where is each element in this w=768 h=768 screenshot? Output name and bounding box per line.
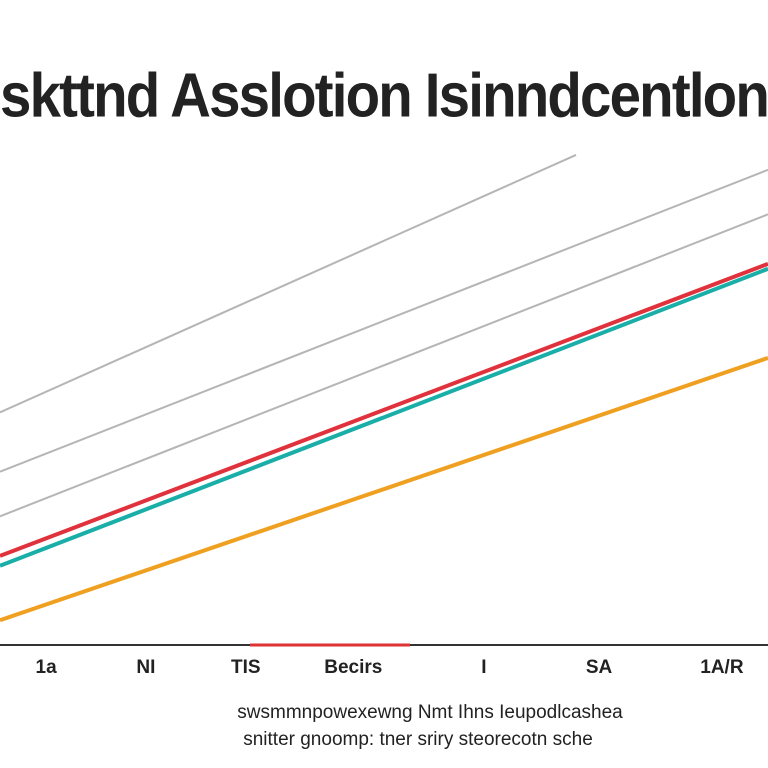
caption: swsmmnpowexewng Nmt Ihns Ieupodlcashea [237,702,623,723]
line [0,213,768,518]
line [0,168,768,473]
line [0,261,768,558]
caption: snitter gnoomp: tner sriry steorecotn sc… [243,729,593,750]
line [0,266,768,568]
x-tick-label: NI [136,657,155,678]
chart-title: skttnd Asslotion Isinndcentlon [0,61,768,130]
line [0,356,768,623]
x-tick-label: 1A/R [700,657,744,678]
x-tick-label: I [481,657,486,678]
x-tick-label: Becirs [324,657,382,678]
x-tick-label: 1a [36,657,58,678]
x-tick-label: TIS [231,657,261,678]
line [0,154,577,414]
x-tick-label: SA [586,657,613,678]
